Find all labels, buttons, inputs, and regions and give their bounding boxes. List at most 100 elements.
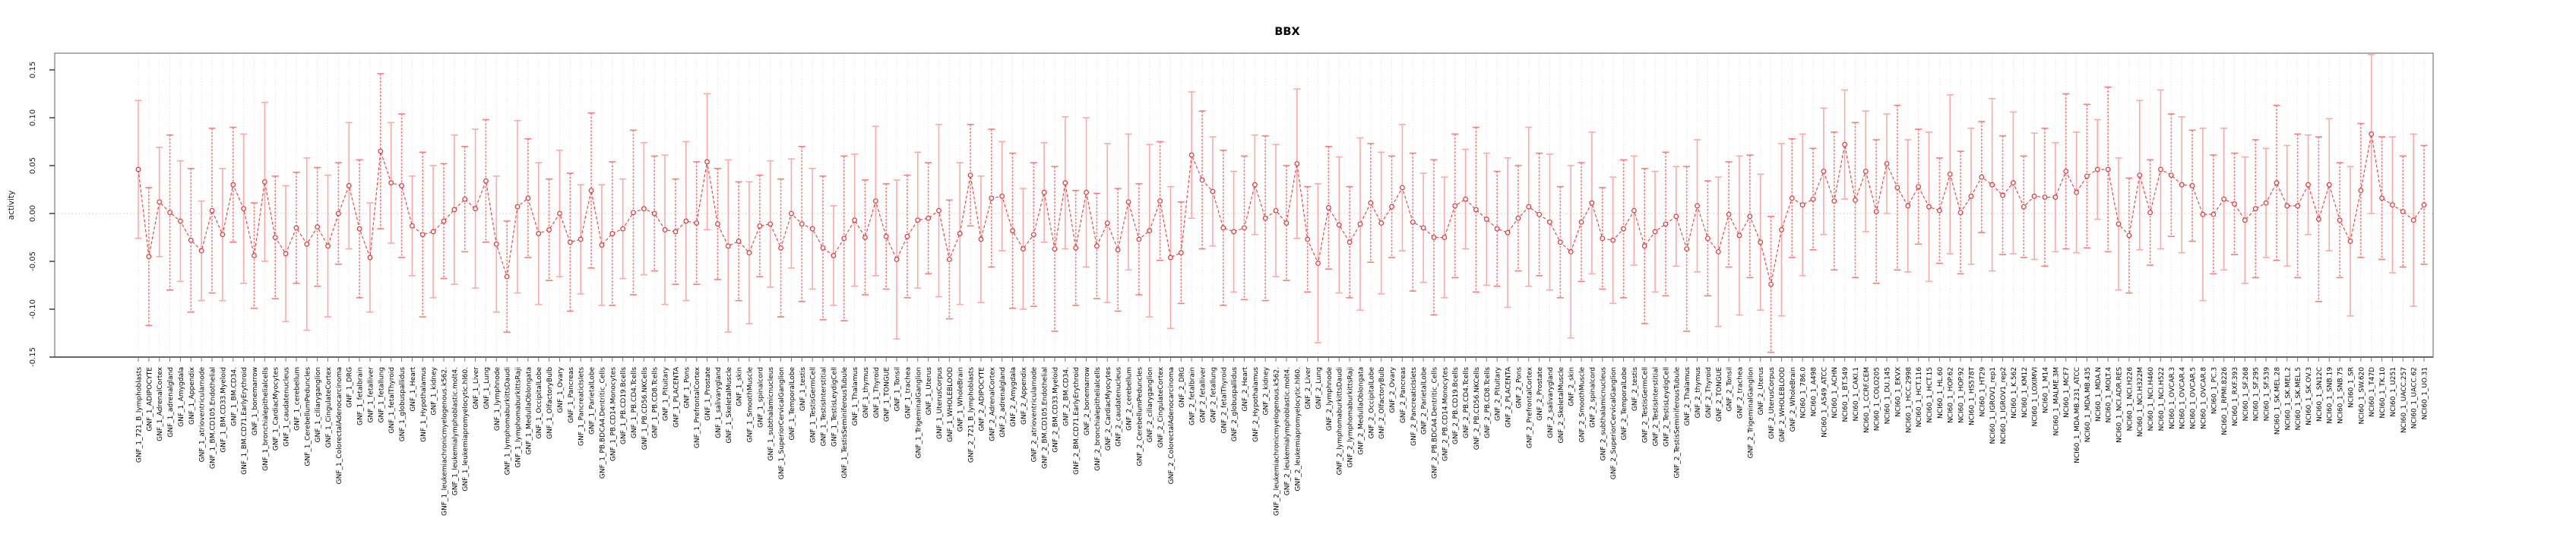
data-point (1357, 221, 1363, 227)
x-tick-label: GNF_1_Prostate (704, 367, 712, 421)
x-tick-label: GNF_2_cerebellum (1126, 367, 1134, 431)
x-tick-label: GNF_2_BM.CD71.EarlyErythroid (1073, 367, 1081, 475)
data-point (1104, 220, 1110, 226)
x-tick-label: GNF_2_caudatenucleus (1116, 367, 1123, 447)
data-point (2337, 217, 2343, 223)
x-tick-label: GNF_1_TONGUE (884, 367, 891, 422)
data-point (778, 245, 783, 251)
x-tick-label: NCI60_1_SK.MEL.5 (2295, 367, 2302, 430)
x-tick-label: GNF_1_leukemiapromyelocytic.hl60. (462, 367, 470, 492)
x-tick-label: GNF_2_TrigeminalGanglion (1747, 367, 1755, 458)
data-point (2168, 172, 2174, 179)
data-point (841, 236, 847, 242)
x-tick-label: NCI60_1_CCRF.CEM (1863, 367, 1871, 433)
x-tick-label: GNF_2_kidney (1263, 366, 1271, 415)
x-tick-label: GNF_2_Uterus (1758, 367, 1765, 416)
data-point (2221, 196, 2227, 202)
data-point (936, 207, 941, 213)
x-tick-label: GNF_2_TestisLeydigCell (1663, 367, 1670, 447)
data-point (252, 253, 257, 258)
data-point (1600, 236, 1606, 242)
data-point (1452, 203, 1458, 209)
x-tick-label: GNF_1_leukemiachronicmyelogenous.k562. (441, 367, 448, 516)
x-tick-label: GNF_1_fetalliver (367, 367, 375, 423)
data-point (2305, 182, 2311, 188)
x-tick-label: NCI60_1_SF.268 (2242, 367, 2250, 422)
x-tick-label: GNF_2_BM.CD33.Myeloid (1052, 367, 1059, 453)
data-point (2094, 166, 2100, 172)
data-point (1853, 197, 1858, 203)
x-tick-label: NCI60_1_UACC.257 (2400, 367, 2408, 433)
data-point (2179, 182, 2185, 188)
data-point (1873, 209, 1879, 214)
data-point (1157, 198, 1163, 204)
x-tick-label: GNF_1_fetallung (378, 367, 385, 422)
x-tick-label: GNF_2_leukemialymphoblastic.molt4. (1283, 367, 1291, 495)
data-point (1652, 229, 1658, 235)
x-tick-label: NCI60_1_UO.31 (2422, 367, 2429, 419)
x-tick-label: NCI60_1_MDA.MB.435 (2084, 367, 2092, 442)
x-tick-label: GNF_1_thymus (862, 367, 870, 419)
x-tick-label: NCI60_1_TK.10 (2379, 367, 2387, 419)
data-point (2379, 195, 2385, 201)
data-point (1115, 247, 1121, 253)
x-tick-label: NCI60_1_U251 (2390, 367, 2397, 417)
data-point (2284, 203, 2290, 209)
x-tick-label: GNF_1_WholeBrain (957, 367, 965, 432)
x-tick-label: NCI60_1_SW.620 (2358, 367, 2366, 425)
x-tick-label: GNF_1_lymphnode (494, 367, 502, 432)
data-point (410, 223, 415, 229)
data-point (1673, 213, 1679, 220)
x-tick-label: GNF_1_BM.CD34. (230, 367, 238, 426)
data-point (2126, 232, 2132, 239)
x-tick-label: GNF_1_Ovary (557, 366, 565, 413)
data-point (1610, 237, 1616, 243)
x-tick-label: GNF_2_PB.CD56.NKCells (1473, 367, 1481, 451)
data-point (1894, 185, 1900, 191)
data-point (1747, 213, 1753, 220)
x-tick-label: NCI60_1_MDA.N (2095, 367, 2103, 422)
data-point (1052, 246, 1058, 252)
x-tick-label: GNF_1_lymphomaburkittsDaudi (505, 367, 512, 475)
x-tick-label: GNF_1_skin (736, 367, 744, 406)
data-point (1684, 246, 1690, 252)
x-tick-label: GNF_2_Thalamus (1684, 367, 1691, 426)
data-point (2105, 166, 2111, 172)
x-tick-label: NCI60_1_SK.OV.3 (2305, 367, 2313, 425)
data-point (261, 179, 267, 185)
data-point (419, 232, 426, 238)
data-point (1589, 200, 1595, 206)
data-point (1336, 222, 1342, 228)
data-point (1957, 210, 1964, 216)
data-point (1905, 203, 1911, 209)
data-point (631, 210, 636, 216)
x-tick-label: GNF_2_CerebellumPeduncles (1136, 367, 1144, 466)
data-point (1210, 188, 1216, 194)
x-tick-label: NCI60_1_NCI.H322M (2137, 367, 2144, 437)
x-tick-label: GNF_1_Uterus (926, 367, 933, 416)
x-tick-label: GNF_1_PrefrontalCortex (694, 366, 701, 448)
x-tick-label: GNF_2_Hypothalamus (1252, 367, 1260, 442)
data-point (1810, 196, 1816, 202)
data-point (1188, 152, 1195, 158)
data-point (2369, 131, 2375, 137)
data-point (1831, 198, 1837, 204)
x-tick-label: GNF_2_SkeletalMuscle (1558, 367, 1565, 444)
x-tick-label: GNF_2_PB.CD8.Tcells (1484, 367, 1492, 438)
x-tick-label: GNF_1_OccipitalLobe (536, 367, 543, 439)
x-tick-label: GNF_1_TemporalLobe (789, 367, 796, 441)
data-point (599, 242, 605, 248)
x-tick-label: GNF_1_Liver (473, 367, 480, 409)
data-point (1283, 220, 1290, 226)
x-tick-label: GNF_1_PB.BDCA4.Dentritic_Cells (599, 367, 606, 479)
y-tick-label: 0.15 (29, 62, 37, 78)
x-tick-label: GNF_2_globuspallidus (1231, 367, 1239, 442)
x-tick-label: GNF_2_721_B_lymphoblasts (968, 367, 976, 463)
x-tick-label: GNF_1_TrigeminalGanglion (915, 367, 922, 458)
data-point (315, 224, 321, 230)
x-tick-label: GNF_1_TestisInterstitial (821, 367, 828, 446)
data-point (2232, 201, 2237, 207)
x-tick-label: GNF_2_SmoothMuscle (1579, 367, 1587, 443)
x-tick-label: GNF_1_Amygdala (178, 367, 185, 427)
